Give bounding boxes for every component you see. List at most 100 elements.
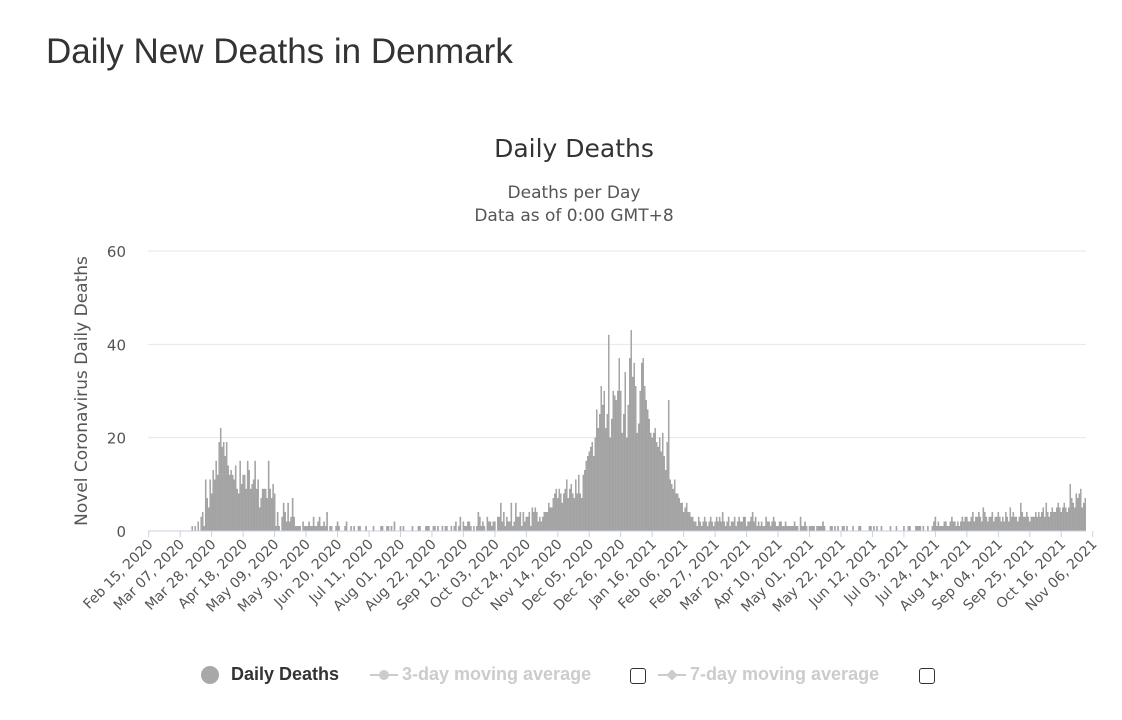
bar-daily-deaths[interactable]: [227, 465, 229, 532]
bar-daily-deaths[interactable]: [206, 498, 208, 532]
bar-daily-deaths[interactable]: [987, 521, 989, 532]
bar-daily-deaths[interactable]: [993, 521, 995, 532]
bar-daily-deaths[interactable]: [252, 479, 255, 532]
bar-daily-deaths[interactable]: [1084, 498, 1086, 532]
bar-daily-deaths[interactable]: [564, 488, 567, 532]
bar-daily-deaths[interactable]: [744, 516, 746, 532]
bar-daily-deaths[interactable]: [1035, 512, 1037, 532]
bar-daily-deaths[interactable]: [714, 521, 716, 532]
bar-daily-deaths[interactable]: [501, 521, 504, 532]
bar-daily-deaths[interactable]: [1020, 502, 1022, 532]
bar-daily-deaths[interactable]: [1068, 507, 1070, 532]
bar-daily-deaths[interactable]: [1081, 507, 1083, 532]
bar-daily-deaths[interactable]: [934, 516, 937, 532]
bar-daily-deaths[interactable]: [973, 521, 976, 532]
bar-daily-deaths[interactable]: [985, 516, 988, 532]
bar-daily-deaths[interactable]: [667, 400, 670, 532]
bar-daily-deaths[interactable]: [726, 521, 728, 532]
bar-daily-deaths[interactable]: [1044, 516, 1046, 532]
bar-daily-deaths[interactable]: [823, 526, 826, 532]
bar-daily-deaths[interactable]: [324, 526, 327, 532]
bar-daily-deaths[interactable]: [315, 526, 318, 532]
bar-daily-deaths[interactable]: [1069, 484, 1072, 532]
bar-daily-deaths[interactable]: [483, 526, 486, 532]
bar-daily-deaths[interactable]: [1066, 512, 1069, 532]
bar-daily-deaths[interactable]: [1009, 507, 1012, 532]
bar-daily-deaths[interactable]: [596, 409, 598, 532]
bar-daily-deaths[interactable]: [446, 526, 448, 532]
bar-daily-deaths[interactable]: [248, 470, 250, 532]
bar-daily-deaths[interactable]: [735, 526, 737, 532]
bar-daily-deaths[interactable]: [207, 507, 210, 532]
bar-daily-deaths[interactable]: [197, 521, 199, 532]
bar-daily-deaths[interactable]: [255, 488, 258, 532]
bar-daily-deaths[interactable]: [936, 526, 938, 532]
bar-daily-deaths[interactable]: [1017, 521, 1019, 532]
bar-daily-deaths[interactable]: [462, 521, 465, 532]
bar-daily-deaths[interactable]: [790, 526, 793, 532]
bar-daily-deaths[interactable]: [648, 418, 650, 532]
bar-daily-deaths[interactable]: [381, 526, 384, 532]
bar-daily-deaths[interactable]: [599, 414, 601, 532]
bar-daily-deaths[interactable]: [240, 484, 243, 532]
bar-daily-deaths[interactable]: [494, 521, 496, 532]
bar-daily-deaths[interactable]: [771, 521, 773, 532]
bar-daily-deaths[interactable]: [624, 372, 626, 532]
bar-daily-deaths[interactable]: [903, 526, 905, 532]
bar-daily-deaths[interactable]: [700, 526, 703, 532]
bar-daily-deaths[interactable]: [895, 526, 898, 532]
bar-daily-deaths[interactable]: [733, 516, 736, 532]
bar-daily-deaths[interactable]: [741, 521, 743, 532]
bar-daily-deaths[interactable]: [191, 526, 193, 532]
bar-daily-deaths[interactable]: [237, 493, 240, 532]
bar-daily-deaths[interactable]: [718, 516, 721, 532]
bar-daily-deaths[interactable]: [254, 460, 256, 532]
bar-daily-deaths[interactable]: [630, 330, 632, 532]
bar-daily-deaths[interactable]: [606, 414, 608, 532]
bar-daily-deaths[interactable]: [525, 516, 528, 532]
bar-daily-deaths[interactable]: [837, 526, 839, 532]
bar-daily-deaths[interactable]: [590, 446, 592, 532]
bar-daily-deaths[interactable]: [1063, 502, 1066, 532]
bar-daily-deaths[interactable]: [618, 358, 620, 532]
bar-daily-deaths[interactable]: [942, 526, 944, 532]
bar-daily-deaths[interactable]: [981, 521, 983, 532]
bar-daily-deaths[interactable]: [551, 507, 553, 532]
bar-daily-deaths[interactable]: [489, 521, 492, 532]
bar-daily-deaths[interactable]: [1047, 512, 1049, 532]
bar-daily-deaths[interactable]: [393, 521, 396, 532]
bar-daily-deaths[interactable]: [1005, 512, 1007, 532]
bar-daily-deaths[interactable]: [530, 526, 532, 532]
bar-daily-deaths[interactable]: [561, 502, 564, 532]
bar-daily-deaths[interactable]: [709, 516, 712, 532]
bar-daily-deaths[interactable]: [1048, 516, 1051, 532]
bar-daily-deaths[interactable]: [978, 512, 980, 532]
bar-daily-deaths[interactable]: [317, 521, 319, 532]
bar-daily-deaths[interactable]: [513, 521, 516, 532]
bar-daily-deaths[interactable]: [1018, 516, 1021, 532]
bars-daily-deaths[interactable]: [191, 330, 1086, 532]
bar-daily-deaths[interactable]: [918, 526, 920, 532]
bar-daily-deaths[interactable]: [569, 488, 571, 532]
bar-daily-deaths[interactable]: [769, 526, 772, 532]
bar-daily-deaths[interactable]: [312, 516, 315, 532]
bar-daily-deaths[interactable]: [979, 516, 982, 532]
bar-daily-deaths[interactable]: [685, 502, 688, 532]
bar-daily-deaths[interactable]: [444, 526, 447, 532]
bar-daily-deaths[interactable]: [997, 512, 1000, 532]
bar-daily-deaths[interactable]: [524, 521, 526, 532]
bar-daily-deaths[interactable]: [1041, 512, 1043, 532]
bar-daily-deaths[interactable]: [320, 526, 322, 532]
bar-daily-deaths[interactable]: [1072, 502, 1075, 532]
bar-daily-deaths[interactable]: [510, 502, 513, 532]
bar-daily-deaths[interactable]: [964, 516, 967, 532]
bar-daily-deaths[interactable]: [711, 521, 713, 532]
bar-daily-deaths[interactable]: [476, 526, 478, 532]
bar-daily-deaths[interactable]: [503, 512, 505, 532]
bar-daily-deaths[interactable]: [795, 526, 797, 532]
bar-daily-deaths[interactable]: [831, 526, 833, 532]
bar-daily-deaths[interactable]: [293, 516, 295, 532]
bar-daily-deaths[interactable]: [939, 526, 941, 532]
bar-daily-deaths[interactable]: [516, 516, 519, 532]
bar-daily-deaths[interactable]: [1027, 516, 1030, 532]
